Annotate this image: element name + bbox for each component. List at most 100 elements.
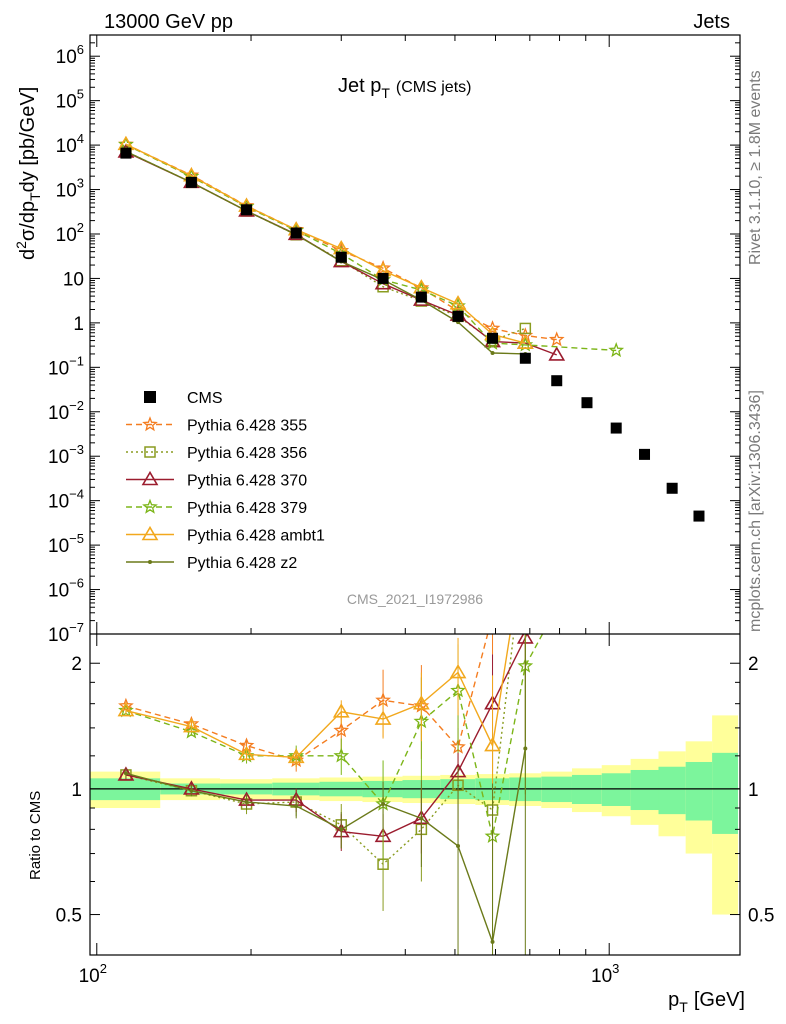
series-point-main <box>516 334 534 349</box>
y-tick-label: 105 <box>56 87 84 113</box>
plot-title: Jet pT (CMS jets) <box>338 75 471 101</box>
series-point-ratio <box>550 540 564 552</box>
series-point-ratio <box>287 748 305 764</box>
ratio-tick-label-right: 2 <box>748 654 759 675</box>
series-point-ratio <box>551 555 563 567</box>
series-line-ratio <box>125 634 544 837</box>
series-line-main <box>125 143 526 344</box>
series-point-ratio <box>332 703 350 718</box>
ratio-band-inner <box>712 752 739 834</box>
series-point-ratio <box>381 802 386 807</box>
cms-data-point <box>290 227 302 239</box>
cms-data-point <box>666 482 678 494</box>
y-tick-label: 10−5 <box>48 531 84 557</box>
legend-marker <box>144 446 156 458</box>
y-axis-label: d2σ/dpTdy [pb/GeV] <box>13 87 43 260</box>
cms-data-point <box>487 332 499 344</box>
cms-data-point <box>519 352 531 364</box>
series-point-ratio <box>490 939 495 944</box>
series-point-ratio <box>518 531 532 543</box>
y-tick-label: 10−6 <box>48 576 84 602</box>
series-point-ratio <box>486 609 498 621</box>
series-point-ratio <box>123 771 128 776</box>
data-layer <box>117 135 705 955</box>
legend-marker-cms <box>144 391 156 403</box>
series-point-main <box>548 331 565 347</box>
series-line-ratio <box>125 748 526 945</box>
header-right: Jets <box>693 11 730 33</box>
legend-marker <box>141 470 159 486</box>
legend-label: Pythia 6.428 379 <box>187 500 307 517</box>
series-point-main <box>548 346 566 361</box>
cms-data-point <box>185 176 197 188</box>
series-point-ratio <box>238 745 255 761</box>
series-point-ratio <box>449 663 467 679</box>
cms-data-point <box>415 291 427 303</box>
legend-entry: Pythia 6.428 370 <box>126 470 307 490</box>
x-axis-label: pT [GeV] <box>668 989 745 1015</box>
series-line-main <box>125 144 617 352</box>
ratio-band-inner <box>658 766 686 815</box>
cms-data-point <box>610 422 622 434</box>
cms-data-point <box>581 397 593 409</box>
series-line-ratio <box>125 634 511 759</box>
series-point-main <box>118 136 134 152</box>
watermark: CMS_2021_I1972986 <box>347 591 483 607</box>
main-panel-data <box>117 135 705 522</box>
legend-entry: Pythia 6.428 356 <box>126 445 307 462</box>
series-point-ratio <box>520 533 530 543</box>
axes-layer: 10610510410310210110−110−210−310−410−510… <box>48 34 774 987</box>
series-point-ratio <box>339 827 344 832</box>
y-tick-label: 10 <box>63 269 84 290</box>
legend-entry-cms: CMS <box>144 390 223 407</box>
y-tick-label: 106 <box>56 42 84 68</box>
series-point-ratio <box>412 695 430 710</box>
ratio-tick-label: 0.5 <box>56 906 82 927</box>
series-point-ratio <box>523 746 528 751</box>
ratio-band-inner <box>630 769 659 811</box>
cms-data-point <box>241 204 253 216</box>
ratio-panel-data <box>117 531 564 955</box>
series-point-ratio <box>294 803 299 808</box>
series-point-ratio <box>456 843 461 848</box>
series-point-ratio <box>333 747 350 763</box>
series-point-ratio <box>333 722 350 738</box>
legend-entry: Pythia 6.428 355 <box>126 416 307 435</box>
series-point-ratio <box>189 788 194 793</box>
legend-entry: Pythia 6.428 z2 <box>126 555 297 572</box>
y-tick-label: 10−4 <box>48 487 84 513</box>
ratio-band-inner <box>685 761 713 821</box>
ratio-tick-label: 1 <box>71 780 82 801</box>
y-tick-label: 1 <box>73 314 84 335</box>
series-point-main <box>449 295 467 310</box>
series-point-ratio <box>244 800 249 805</box>
series-point-main <box>519 322 532 335</box>
ratio-bands <box>90 715 740 915</box>
series-point-main <box>608 342 625 358</box>
y-tick-label: 104 <box>56 131 84 157</box>
legend-label: Pythia 6.428 356 <box>187 445 307 462</box>
cms-data-point <box>377 272 389 284</box>
cms-data-point <box>452 310 464 322</box>
y-tick-label: 10−3 <box>48 442 84 468</box>
header-left: 13000 GeV pp <box>104 11 233 33</box>
ratio-band-inner <box>601 773 631 806</box>
x-tick-label: 103 <box>591 961 619 987</box>
series-point-ratio <box>183 718 200 733</box>
y-tick-label: 103 <box>56 176 84 202</box>
legend-marker <box>148 560 152 564</box>
series-line-ratio <box>125 634 515 866</box>
legend-marker <box>142 416 158 432</box>
legend: CMS Pythia 6.428 355 Pythia 6.428 356 Pythi… <box>126 390 325 572</box>
mcplots-label: mcplots.cern.ch [arXiv:1306.3436] <box>747 390 764 632</box>
series-point-ratio <box>419 816 424 821</box>
ratio-tick-label: 2 <box>71 654 82 675</box>
series-point-main <box>490 351 495 356</box>
ratio-tick-label-right: 1 <box>748 780 759 801</box>
x-tick-label: 102 <box>79 961 107 987</box>
rivet-label: Rivet 3.1.10, ≥ 1.8M events <box>747 70 764 265</box>
cms-data-point <box>335 251 347 263</box>
legend-label: Pythia 6.428 355 <box>187 418 307 435</box>
cms-data-point <box>120 147 132 159</box>
series-point-ratio <box>484 736 501 752</box>
